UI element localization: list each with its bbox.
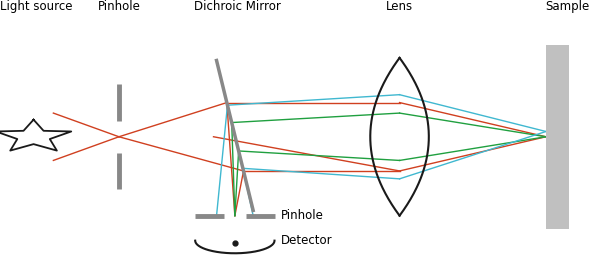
Bar <box>546 45 569 229</box>
Text: Sample: Sample <box>545 0 589 13</box>
Text: Dichroic Mirror: Dichroic Mirror <box>195 0 281 13</box>
Text: Detector: Detector <box>281 234 332 247</box>
Text: Light source: Light source <box>0 0 73 13</box>
Text: Pinhole: Pinhole <box>281 209 323 222</box>
Text: Lens: Lens <box>386 0 413 13</box>
Text: Pinhole: Pinhole <box>98 0 140 13</box>
